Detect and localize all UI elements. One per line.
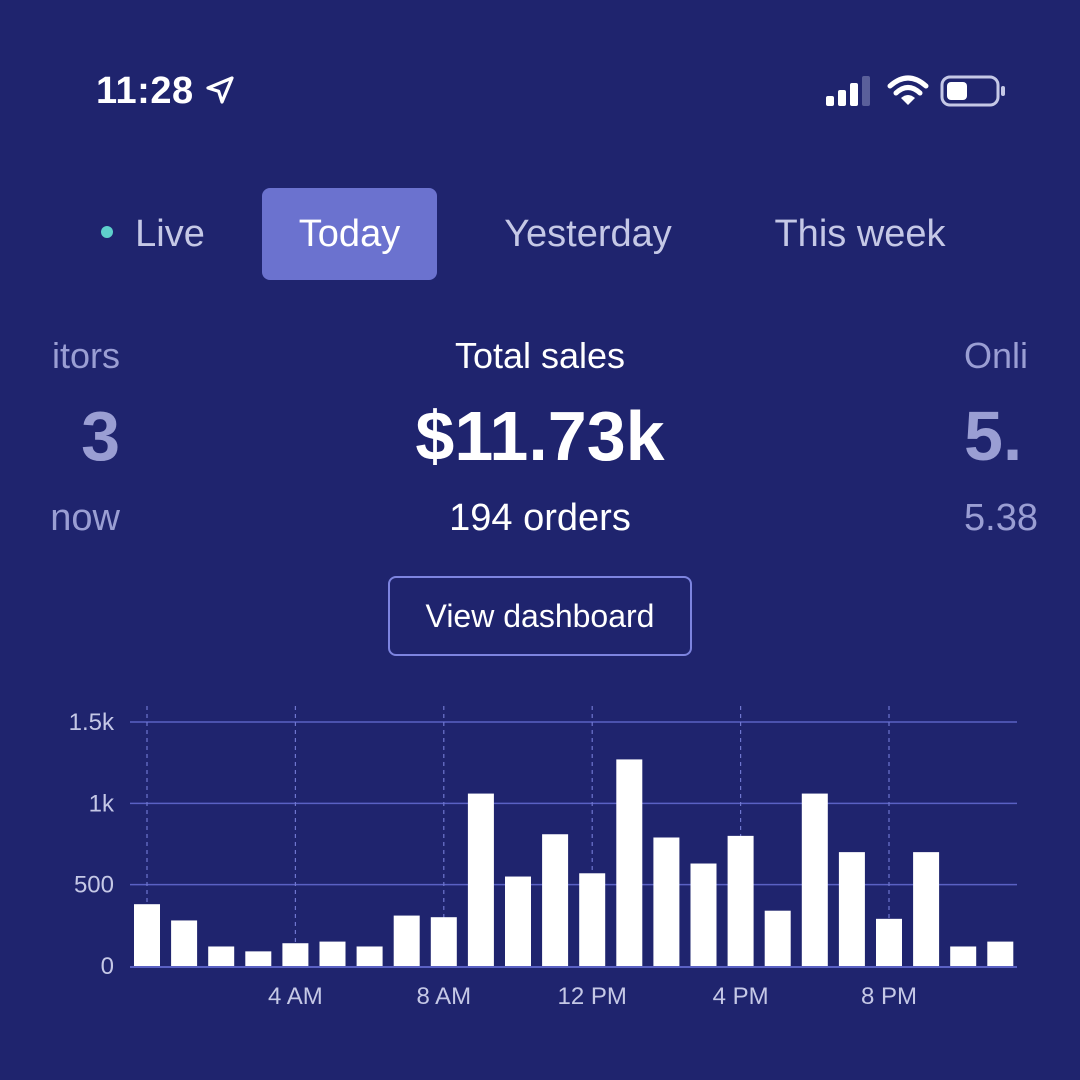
y-tick-label: 500	[74, 872, 114, 899]
chart-bar	[764, 910, 791, 966]
tab-yesterday[interactable]: Yesterday	[488, 188, 688, 280]
y-tick-label: 1.5k	[69, 709, 115, 736]
sales-bar-chart: 0 500 1k 1.5k 4 AM 8 AM 12 PM 4 PM 8 PM	[0, 690, 1080, 1030]
metric-online-value: 5.	[964, 397, 1023, 475]
y-tick-label: 0	[101, 953, 114, 980]
tab-this-week[interactable]: This week	[760, 188, 960, 280]
metric-online-sub: 5.38	[964, 497, 1038, 539]
tab-yesterday-label: Yesterday	[504, 213, 672, 255]
wifi-icon	[887, 75, 929, 105]
x-tick-label: 8 AM	[416, 983, 471, 1010]
x-tick-label: 4 PM	[713, 983, 769, 1010]
metric-card-visitors[interactable]: itors 3 now	[0, 330, 120, 546]
metric-visitors-label: itors	[51, 335, 120, 376]
chart-bar	[727, 835, 754, 966]
tab-live[interactable]: Live	[88, 188, 218, 280]
metric-online-label: Onli	[964, 335, 1029, 376]
y-tick-label: 1k	[89, 790, 115, 817]
chart-bar	[245, 951, 272, 966]
live-indicator-dot-icon	[101, 225, 114, 238]
tab-today-label: Today	[298, 213, 401, 255]
tab-live-label: Live	[135, 213, 205, 255]
chart-bar	[950, 946, 977, 966]
chart-bar	[913, 852, 940, 966]
chart-bar	[282, 943, 309, 966]
chart-bar	[542, 834, 569, 966]
chart-bar	[838, 852, 865, 966]
chart-bar	[171, 920, 198, 966]
metric-total-sales-value: $11.73k	[415, 397, 665, 475]
x-tick-label: 4 AM	[268, 983, 323, 1010]
metric-card-online[interactable]: Onli 5. 5.38	[964, 330, 1042, 546]
cellular-signal-icon	[826, 76, 870, 106]
chart-bar	[430, 917, 457, 966]
tab-this-week-label: This week	[774, 213, 946, 255]
chart-bar	[653, 837, 680, 966]
chart-bar	[134, 904, 160, 966]
chart-bar	[505, 876, 531, 966]
chart-bar	[876, 918, 902, 966]
tab-today[interactable]: Today	[262, 188, 437, 280]
chart-bar	[208, 946, 235, 966]
battery-icon	[940, 75, 1005, 107]
view-dashboard-button[interactable]: View dashboard	[388, 576, 692, 656]
chart-bar	[987, 941, 1014, 966]
metric-visitors-value: 3	[81, 397, 120, 475]
x-tick-label: 12 PM	[558, 983, 627, 1010]
chart-bar	[616, 759, 643, 966]
metric-total-sales-label: Total sales	[454, 335, 626, 376]
chart-bar	[319, 941, 346, 966]
metric-orders-count: 194 orders	[449, 497, 631, 539]
x-tick-label: 8 PM	[861, 983, 917, 1010]
metric-card-total-sales[interactable]: Total sales $11.73k 194 orders	[340, 330, 740, 546]
status-bar: 11:28	[0, 0, 1080, 180]
chart-svg: 0 500 1k 1.5k 4 AM 8 AM 12 PM 4 PM 8 PM	[69, 706, 1017, 1010]
chart-bar	[467, 793, 494, 966]
chart-bar	[579, 873, 606, 966]
chart-bar	[356, 946, 383, 966]
chart-bar	[393, 915, 420, 966]
chart-bar	[690, 863, 717, 966]
location-arrow-icon	[206, 76, 234, 104]
status-time: 11:28	[96, 70, 194, 112]
metric-visitors-sub: now	[50, 497, 120, 539]
period-tabs: Live Today Yesterday This week	[0, 188, 1080, 280]
chart-bar	[801, 793, 828, 966]
